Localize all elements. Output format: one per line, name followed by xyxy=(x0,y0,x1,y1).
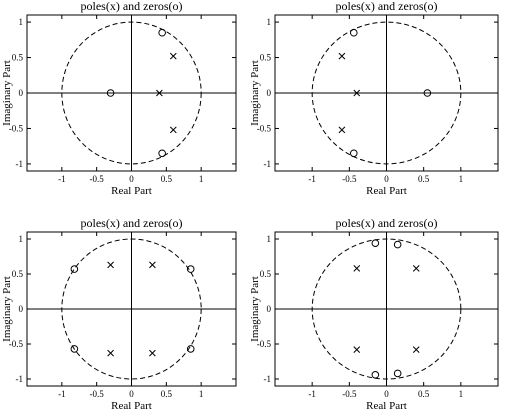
zero-marker xyxy=(70,345,79,353)
x-tick-label: -1 xyxy=(58,174,66,184)
y-axis-label: Imaginary Part xyxy=(249,276,261,342)
y-tick-label: -1 xyxy=(264,374,272,384)
chart-title: poles(x) and zeros(o) xyxy=(81,216,183,230)
x-tick-label: -1 xyxy=(308,389,316,399)
y-tick-label: 0 xyxy=(19,304,24,314)
y-tick-label: -1 xyxy=(16,374,24,384)
x-tick-label: 1 xyxy=(199,174,204,184)
unit-circle xyxy=(61,21,202,165)
pole-marker xyxy=(169,126,177,134)
subplot-3: -1 -0.5 0 0.5 1 -1 -0.5 0 0.5 1 poles(x) and zeros… xyxy=(1,216,237,409)
zero-marker xyxy=(349,149,358,158)
x-axis-label: Real Part xyxy=(366,185,407,197)
x-tick-label: 1 xyxy=(459,389,464,399)
x-tick-label: -0.5 xyxy=(90,389,105,399)
pole-marker xyxy=(107,261,114,269)
unit-circle xyxy=(61,238,202,380)
x-axis-label: Real Part xyxy=(111,185,152,197)
y-tick-label: 0 xyxy=(267,304,272,314)
x-tick-label: 0 xyxy=(384,174,389,184)
x-tick-label: 0 xyxy=(129,389,134,399)
pole-marker xyxy=(149,349,156,357)
y-tick-label: 0.5 xyxy=(260,269,272,279)
chart-title: poles(x) and zeros(o) xyxy=(336,0,438,13)
x-tick-label: 1 xyxy=(199,389,204,399)
x-tick-label: 1 xyxy=(459,174,464,184)
pole-marker xyxy=(412,265,420,272)
x-tick-label: 0.5 xyxy=(418,174,430,184)
chart-title: poles(x) and zeros(o) xyxy=(81,0,183,13)
x-tick-label: -1 xyxy=(308,174,316,184)
zero-marker xyxy=(393,240,402,249)
x-tick-label: -0.5 xyxy=(342,174,357,184)
x-axis-label: Real Part xyxy=(366,400,407,409)
x-tick-label: 0.5 xyxy=(161,389,173,399)
y-tick-label: -1 xyxy=(16,159,24,169)
zero-marker xyxy=(371,239,380,247)
y-tick-label: 0.5 xyxy=(260,53,272,63)
y-axis-label: Imaginary Part xyxy=(249,60,261,126)
subplot-2: -1 -0.5 0 0.5 1 -1 -0.5 0 0.5 1 poles(x) and zeros… xyxy=(249,0,499,197)
pole-marker xyxy=(412,346,420,353)
pole-marker xyxy=(353,89,361,97)
zero-marker xyxy=(186,345,195,353)
zero-marker xyxy=(349,28,358,37)
y-tick-label: -0.5 xyxy=(257,339,272,349)
x-axis-label: Real Part xyxy=(111,400,152,409)
y-tick-label: 0.5 xyxy=(12,269,24,279)
y-tick-label: 1 xyxy=(19,234,24,244)
y-tick-label: -0.5 xyxy=(257,123,272,133)
zero-marker xyxy=(393,369,402,378)
y-tick-label: -0.5 xyxy=(9,123,24,133)
pole-marker xyxy=(353,265,361,272)
y-tick-label: 0.5 xyxy=(12,53,24,63)
pole-marker xyxy=(156,89,163,97)
zero-marker xyxy=(106,89,115,97)
unit-circle xyxy=(311,238,462,380)
unit-circle xyxy=(311,21,462,165)
pole-marker xyxy=(107,349,114,357)
y-axis-label: Imaginary Part xyxy=(1,60,13,126)
pole-marker xyxy=(338,52,346,60)
y-tick-label: 0 xyxy=(267,88,272,98)
y-tick-label: -1 xyxy=(264,159,272,169)
x-tick-label: 0 xyxy=(384,389,389,399)
x-tick-label: -0.5 xyxy=(90,174,105,184)
chart-title: poles(x) and zeros(o) xyxy=(336,216,438,230)
y-tick-label: 1 xyxy=(267,234,272,244)
x-tick-label: 0.5 xyxy=(418,389,430,399)
zero-marker xyxy=(423,89,432,97)
zero-marker xyxy=(371,371,380,379)
x-tick-label: 0.5 xyxy=(161,174,173,184)
pole-marker xyxy=(353,346,361,353)
zero-marker xyxy=(158,149,166,158)
subplot-4: -1 -0.5 0 0.5 1 -1 -0.5 0 0.5 1 poles(x) and zeros… xyxy=(249,216,499,409)
y-tick-label: 1 xyxy=(267,17,272,27)
x-tick-label: -0.5 xyxy=(342,389,357,399)
y-axis-label: Imaginary Part xyxy=(1,276,13,342)
subplot-1: -1 -0.5 0 0.5 1 -1 -0.5 0 0.5 1 poles(x) and zeros… xyxy=(1,0,237,197)
pole-marker xyxy=(169,52,177,60)
zero-marker xyxy=(186,265,195,273)
zero-marker xyxy=(158,28,166,37)
x-tick-label: 0 xyxy=(129,174,134,184)
zero-marker xyxy=(70,265,79,273)
pole-marker xyxy=(338,126,346,134)
y-tick-label: 0 xyxy=(19,88,24,98)
pole-marker xyxy=(149,261,156,269)
x-tick-label: -1 xyxy=(58,389,66,399)
y-tick-label: 1 xyxy=(19,17,24,27)
y-tick-label: -0.5 xyxy=(9,339,24,349)
